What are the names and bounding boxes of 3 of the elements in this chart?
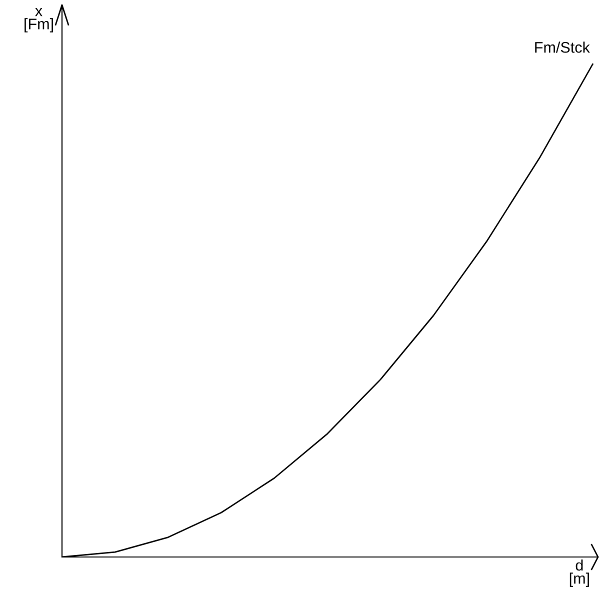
series-label: Fm/Stck	[535, 42, 590, 53]
x-axis-title: d [m]	[570, 559, 589, 587]
y-axis-title: x [Fm]	[24, 8, 53, 32]
